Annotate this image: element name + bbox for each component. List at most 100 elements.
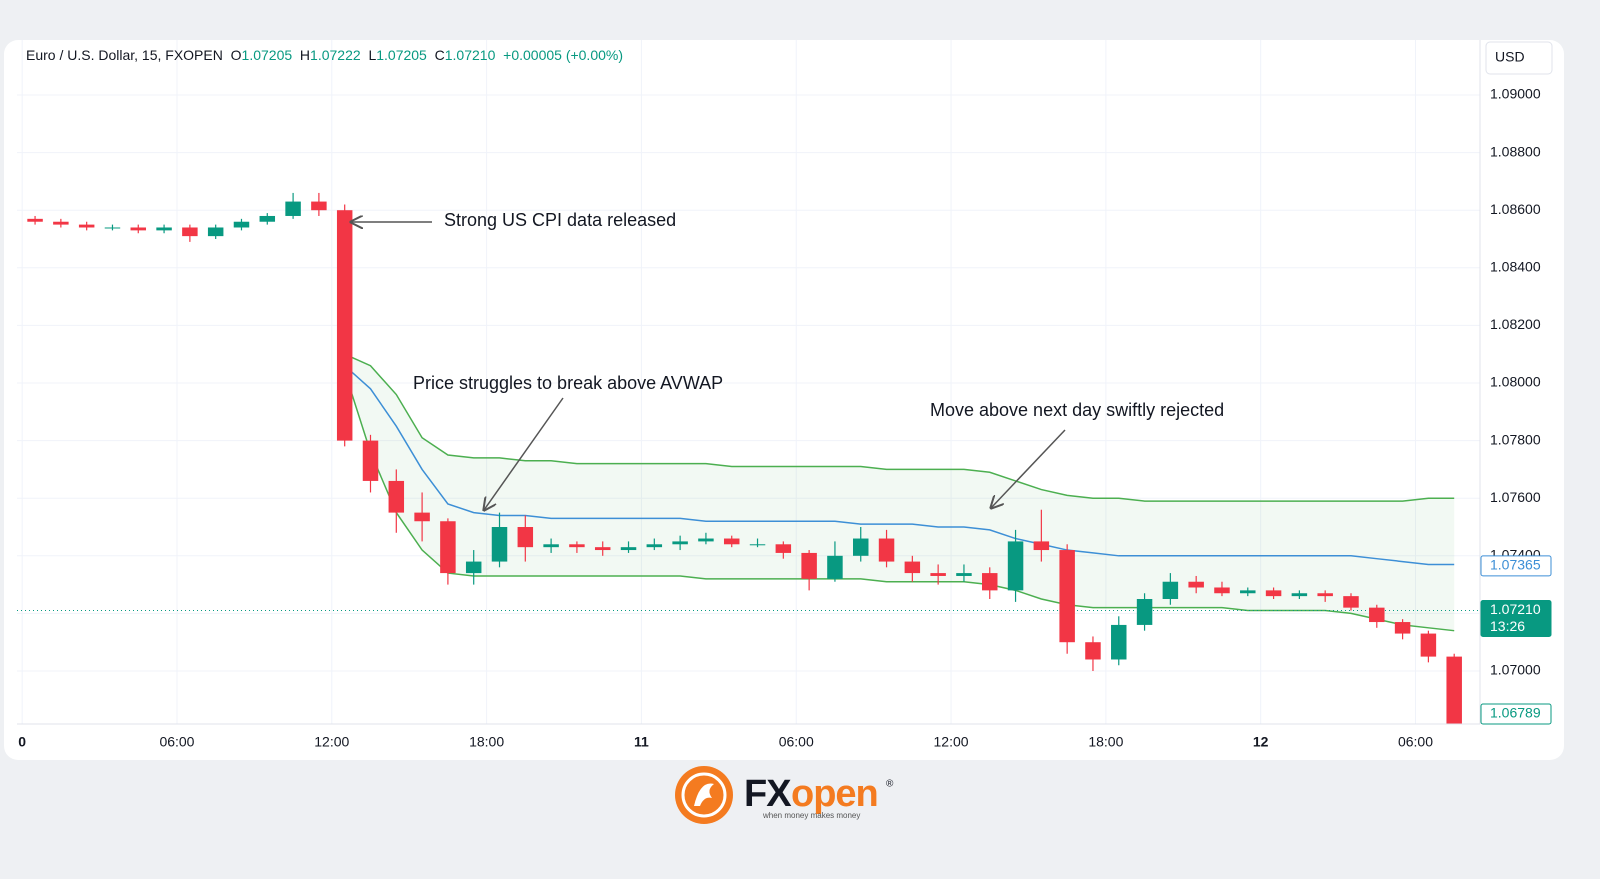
x-tick-label: 06:00 xyxy=(159,734,194,750)
candle-body xyxy=(982,573,998,591)
logo-icon xyxy=(681,772,727,818)
candle-body xyxy=(53,221,69,225)
candle-body xyxy=(78,224,95,228)
ohlc-change: +0.00005 (+0.00%) xyxy=(503,47,624,63)
ohlc-label: O xyxy=(230,47,242,63)
annotation: Price struggles to break above AVWAP xyxy=(413,373,723,393)
band-line xyxy=(344,353,1455,502)
y-tick-label: 1.08200 xyxy=(1490,316,1541,332)
candle-body xyxy=(1033,541,1050,551)
y-tick-label: 1.07600 xyxy=(1490,489,1541,505)
candle-body xyxy=(440,521,456,574)
candle-body xyxy=(749,544,766,546)
candle-body xyxy=(1394,622,1411,634)
candle-body xyxy=(259,215,276,222)
candle-body xyxy=(362,440,379,481)
logo-reg: ® xyxy=(886,779,894,790)
chart-card xyxy=(4,40,1564,760)
x-tick-label: 12:00 xyxy=(314,734,349,750)
candle-body xyxy=(285,201,301,216)
candle-body xyxy=(1085,642,1101,660)
annotation: Strong US CPI data released xyxy=(444,210,676,230)
candle-body xyxy=(1291,593,1308,597)
candle-body xyxy=(1343,596,1359,608)
ohlc-label: H xyxy=(299,47,311,63)
candle-body xyxy=(1162,581,1179,600)
price-tag-label: 1.07210 xyxy=(1490,601,1541,617)
x-tick-label: 18:00 xyxy=(469,734,504,750)
logo-tagline: when money makes money xyxy=(762,811,860,820)
y-tick-label: 1.09000 xyxy=(1490,86,1541,102)
candle-body xyxy=(1240,590,1256,594)
y-tick-label: 1.08600 xyxy=(1490,201,1541,217)
candle-body xyxy=(1188,581,1204,588)
annotation: Move above next day swiftly rejected xyxy=(930,400,1224,420)
x-tick-label: 11 xyxy=(634,734,649,750)
y-tick-label: 1.07800 xyxy=(1490,431,1541,447)
candle-body xyxy=(1265,590,1282,597)
y-tick-label: 1.08000 xyxy=(1490,374,1541,390)
candle-body xyxy=(156,227,172,231)
candle-body xyxy=(1317,593,1333,597)
candle-body xyxy=(414,512,430,522)
candle-body xyxy=(130,227,147,231)
y-tick-label: 1.08800 xyxy=(1490,143,1541,159)
x-tick-label: 12 xyxy=(1253,734,1269,750)
candle-body xyxy=(620,547,637,551)
candle-body xyxy=(517,527,534,548)
symbol-title: Euro / U.S. Dollar, 15, FXOPEN xyxy=(26,47,223,63)
candle-body xyxy=(207,227,224,237)
candle-body xyxy=(853,538,869,556)
candle-body xyxy=(569,544,585,548)
candle-body xyxy=(233,221,250,228)
candle-body xyxy=(723,538,740,545)
candle-body xyxy=(1446,656,1462,724)
logo-icon xyxy=(694,783,714,806)
symbol-header: Euro / U.S. Dollar, 15, FXOPEN O1.07205 … xyxy=(26,47,623,63)
candle-body xyxy=(1111,624,1127,660)
candle-body xyxy=(465,561,482,574)
logo: FX open ® when money makes money xyxy=(675,766,894,824)
candle-body xyxy=(956,573,972,576)
candle-body xyxy=(1369,607,1385,623)
x-tick-label: 0 xyxy=(18,734,26,750)
arrow xyxy=(991,429,1066,508)
candle-body xyxy=(672,541,688,545)
price-tag xyxy=(1480,555,1552,577)
candle-body xyxy=(827,555,843,579)
candle-body xyxy=(388,480,405,513)
candle-body xyxy=(1214,587,1230,594)
currency-box[interactable] xyxy=(1485,41,1553,75)
price-tag-label: 1.06789 xyxy=(1490,705,1541,721)
candle-body xyxy=(543,544,559,548)
x-tick-label: 06:00 xyxy=(1398,734,1433,750)
arrow xyxy=(484,397,564,510)
candle-body xyxy=(27,218,43,222)
price-tag-label: 1.07365 xyxy=(1490,557,1541,573)
candle-body xyxy=(594,547,611,551)
candle-body xyxy=(698,538,714,542)
price-tag xyxy=(1480,600,1552,638)
candle-body xyxy=(336,210,353,441)
ohlc-value: 1.07222 xyxy=(310,47,361,63)
candle-body xyxy=(878,538,895,562)
logo-brand: FX xyxy=(744,773,792,815)
candle-body xyxy=(930,573,946,576)
x-tick-label: 18:00 xyxy=(1088,734,1123,750)
candle-body xyxy=(491,527,508,562)
currency: USD xyxy=(1495,49,1525,65)
y-tick-label: 1.07000 xyxy=(1490,662,1541,678)
ohlc-label: L xyxy=(368,47,377,63)
band-fill xyxy=(344,354,1455,631)
candle-body xyxy=(775,544,792,553)
price-tag-countdown: 13:26 xyxy=(1490,618,1525,634)
x-tick-label: 12:00 xyxy=(934,734,969,750)
band-line xyxy=(344,365,1455,566)
candle-body xyxy=(182,227,198,237)
candle-body xyxy=(1007,541,1024,591)
ohlc-value: 1.07205 xyxy=(241,47,293,63)
candle-body xyxy=(904,561,921,574)
candle-body xyxy=(1059,550,1075,643)
